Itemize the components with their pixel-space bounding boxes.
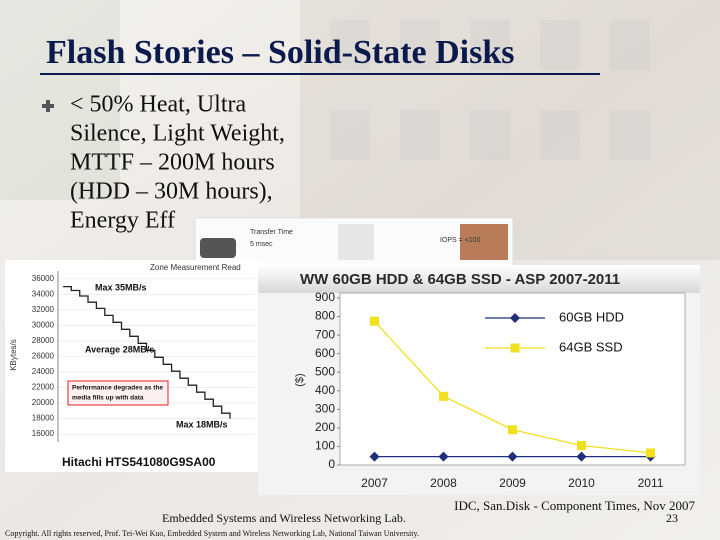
legend-label: 64GB SSD — [559, 339, 623, 354]
annotation-box — [67, 380, 169, 406]
data-point — [646, 448, 655, 458]
y-tick-label: 300 — [315, 402, 335, 416]
bullet-line: MTTF – 200M hours — [70, 150, 275, 176]
y-tick-label: 20000 — [32, 398, 55, 407]
y-tick-label: 36000 — [32, 274, 55, 283]
y-tick-label: 900 — [315, 290, 335, 304]
data-point — [438, 451, 449, 462]
throughput-line — [63, 285, 231, 419]
y-tick-label: 200 — [315, 420, 335, 434]
chart-title: WW 60GB HDD & 64GB SSD - ASP 2007-2011 — [300, 271, 620, 288]
y-tick-label: 32000 — [32, 305, 55, 314]
slide-title: Flash Stories – Solid-State Disks — [46, 34, 515, 71]
legend-marker — [510, 313, 520, 323]
legend-label: 60GB HDD — [559, 309, 624, 324]
footer-lab: Embedded Systems and Wireless Networking… — [162, 511, 406, 525]
y-tick-label: 800 — [315, 309, 335, 323]
bullet-line: Energy Eff — [70, 208, 175, 234]
y-tick-label: 26000 — [32, 352, 55, 361]
y-tick-label: 30000 — [32, 321, 55, 330]
x-tick-label: 2009 — [499, 476, 526, 490]
y-tick-label: 100 — [315, 439, 335, 453]
chart-title: Zone Measurement Read — [150, 263, 241, 272]
y-tick-label: 28000 — [32, 336, 55, 345]
y-axis-label: KBytes/s — [9, 339, 18, 371]
data-point — [576, 451, 587, 462]
building-photo — [0, 0, 720, 260]
source-note: IDC, San.Disk - Component Times, Nov 200… — [454, 498, 695, 513]
data-point — [577, 441, 586, 451]
asp-chart-image: WW 60GB HDD & 64GB SSD - ASP 2007-2011 ($… — [258, 265, 700, 495]
y-tick-label: 24000 — [32, 367, 55, 376]
y-tick-label: 22000 — [32, 383, 55, 392]
y-axis-label: ($) — [294, 373, 306, 386]
data-point — [369, 451, 380, 462]
y-tick-label: 400 — [315, 383, 335, 397]
bullet-line: Silence, Light Weight, — [70, 121, 285, 147]
data-point — [439, 391, 448, 401]
y-tick-label: 34000 — [32, 290, 55, 299]
annotation: Max 18MB/s — [176, 419, 228, 429]
y-tick-label: 700 — [315, 327, 335, 341]
plot-area — [339, 292, 686, 466]
y-tick-label: 600 — [315, 346, 335, 360]
y-tick-label: 0 — [328, 457, 335, 471]
y-tick-label: 16000 — [32, 429, 55, 438]
data-point — [507, 451, 518, 462]
bullet-line: < 50% Heat, Ultra — [70, 92, 246, 118]
bullet-list: < 50% Heat, Ultra Silence, Light Weight, M… — [70, 92, 285, 234]
data-point — [508, 425, 517, 435]
copyright: Copyright. All rights reserved, Prof. Te… — [5, 529, 419, 538]
annotation: Average 28MB/s — [85, 344, 154, 354]
bullet-icon — [42, 100, 54, 112]
bullet-line: (HDD – 30M hours), — [70, 179, 273, 205]
x-tick-label: 2010 — [568, 476, 595, 490]
drive-model: Hitachi HTS541080G9SA00 — [62, 455, 216, 469]
transfer-text: Transfer Time — [250, 229, 293, 236]
annotation: Performance degrades as the — [72, 385, 163, 392]
annotation: media fills up with data — [72, 395, 144, 402]
y-tick-label: 500 — [315, 364, 335, 378]
y-tick-label: 18000 — [32, 414, 55, 423]
data-point — [370, 316, 379, 326]
hdd-throughput-image: Zone Measurement Read KBytes/s 16000 18000 2… — [5, 260, 263, 472]
legend-marker — [510, 343, 520, 353]
annotation: Max 35MB/s — [95, 282, 147, 292]
transfer-text: 5 msec — [250, 241, 273, 248]
x-tick-label: 2007 — [361, 476, 388, 490]
transfer-image: Transfer Time 5 msec IOPS = <100 — [194, 217, 514, 269]
x-tick-label: 2008 — [430, 476, 457, 490]
x-tick-label: 2011 — [638, 476, 664, 490]
page-number: 23 — [666, 511, 678, 525]
transfer-text: IOPS = <100 — [440, 237, 481, 244]
